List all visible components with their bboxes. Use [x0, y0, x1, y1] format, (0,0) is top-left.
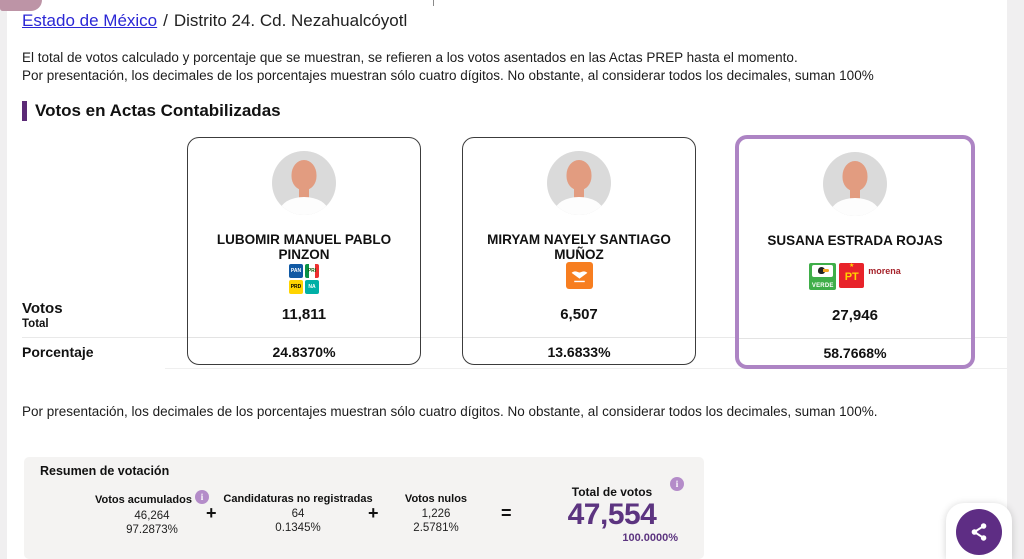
candidate-name: MIRYAM NAYELY SANTIAGO MUÑOZ: [487, 232, 671, 262]
section-header: Votos en Actas Contabilizadas: [22, 101, 281, 121]
equals-operator: =: [501, 503, 512, 523]
card-divider: [463, 337, 695, 338]
summary-item-value: 1,226: [421, 508, 451, 520]
avatar-neck: [850, 187, 860, 199]
pan-party-logo: PAN: [289, 264, 303, 278]
nueva-alianza-party-logo: NA: [305, 280, 319, 294]
total-label-text: Total de votos: [571, 485, 653, 499]
right-gutter: [1007, 0, 1024, 559]
plus-operator: +: [368, 503, 379, 523]
total-label: Total de votos i: [544, 477, 684, 499]
section-accent-bar: [22, 101, 27, 121]
breadcrumb-link-estado-de-mexico[interactable]: Estado de México: [22, 11, 158, 30]
vote-summary-panel: Resumen de votación Votos acumulados i 46…: [24, 457, 704, 559]
avatar-torso: [555, 197, 603, 215]
coalition-logos: PAN PRI PRD NA: [188, 262, 420, 294]
avatar-neck: [299, 186, 309, 198]
candidate-name: SUSANA ESTRADA ROJAS: [767, 233, 943, 248]
prd-party-logo: PRD: [289, 280, 303, 294]
intro-line-1: El total de votos calculado y porcentaje…: [22, 50, 798, 65]
row-label-votos: Votos: [22, 300, 63, 317]
candidate-name: LUBOMIR MANUEL PABLO PINZON: [216, 232, 392, 262]
info-icon[interactable]: i: [670, 477, 684, 491]
plus-operator: +: [206, 503, 217, 523]
percentage-value: 58.7668%: [823, 345, 887, 361]
summary-item-percentage: 2.5781%: [413, 522, 459, 534]
summary-title: Resumen de votación: [40, 464, 170, 478]
coalition-logos: [463, 262, 695, 289]
coalition-logo-grid: PAN PRI PRD NA: [289, 264, 319, 294]
candidate-card-winner: SUSANA ESTRADA ROJAS VERDE ★ PT morena 2…: [735, 135, 975, 369]
candidate-avatar: [547, 151, 611, 215]
decimals-note: Por presentación, los decimales de los p…: [22, 404, 878, 419]
summary-item-percentage: 0.1345%: [275, 522, 321, 534]
candidate-avatar: [272, 151, 336, 215]
movimiento-ciudadano-party-logo: [565, 262, 593, 289]
pt-wordmark: PT: [844, 271, 859, 283]
avatar-head: [291, 160, 317, 190]
total-votes-percentage: 100.0000%: [622, 532, 678, 544]
share-widget: [946, 503, 1012, 559]
summary-item-label: Votos nulos: [404, 493, 468, 505]
pri-party-logo: PRI: [305, 264, 319, 278]
summary-item-value: 64: [291, 508, 305, 520]
top-cutoff-element: [0, 0, 42, 11]
scroll-artifact-line: [433, 0, 434, 6]
morena-party-logo: morena: [868, 266, 901, 276]
summary-item-percentage: 97.2873%: [126, 524, 178, 536]
share-button[interactable]: [956, 509, 1002, 555]
info-icon[interactable]: i: [194, 490, 209, 504]
coalition-logos: VERDE ★ PT morena: [739, 263, 971, 290]
row-label-total: Total: [22, 318, 49, 330]
avatar-torso: [831, 198, 879, 216]
avatar-torso: [280, 197, 328, 215]
left-gutter: [0, 0, 7, 559]
mc-eagle-icon: [571, 271, 587, 283]
intro-text: El total de votos calculado y porcentaje…: [22, 49, 874, 84]
summary-item-value: 46,264: [134, 510, 170, 522]
avatar-neck: [574, 186, 584, 198]
percentage-row-divider: [165, 368, 1007, 369]
pt-party-logo: ★ PT: [839, 263, 865, 288]
percentage-value: 13.6833%: [547, 344, 611, 360]
verde-toucan-beak: [823, 269, 830, 272]
votes-value: 6,507: [560, 306, 598, 323]
votes-value: 27,946: [832, 307, 878, 324]
summary-item-votos-nulos: Votos nulos 1,226 2.5781%: [381, 493, 491, 534]
total-votes-value: 47,554: [567, 498, 657, 531]
breadcrumb-current: Distrito 24. Cd. Nezahualcóyotl: [173, 11, 408, 30]
partido-verde-party-logo: VERDE: [809, 263, 837, 290]
breadcrumb-separator: /: [163, 11, 168, 30]
summary-item-votos-acumulados: Votos acumulados i 46,264 97.2873%: [67, 490, 237, 536]
row-label-porcentaje: Porcentaje: [22, 344, 94, 360]
candidate-card: MIRYAM NAYELY SANTIAGO MUÑOZ 6,507 13.68…: [462, 137, 696, 365]
breadcrumb: Estado de México / Distrito 24. Cd. Nezahu…: [22, 11, 407, 31]
votes-value: 11,811: [281, 306, 327, 323]
card-divider: [739, 338, 971, 339]
summary-total: Total de votos i 47,554 100.0000%: [544, 477, 684, 544]
verde-wordmark: VERDE: [811, 283, 834, 289]
summary-item-label-text: Votos acumulados: [95, 493, 192, 506]
summary-item-candidaturas-no-registradas: Candidaturas no registradas 64 0.1345%: [218, 493, 378, 534]
card-divider: [188, 337, 420, 338]
verde-toucan-icon: [818, 267, 826, 274]
pt-star-icon: ★: [849, 263, 855, 269]
summary-item-label: Votos acumulados i: [67, 490, 237, 507]
avatar-head: [566, 160, 592, 190]
avatar-head: [842, 161, 868, 191]
percentage-value: 24.8370%: [272, 344, 336, 360]
summary-item-label: Candidaturas no registradas: [223, 493, 373, 505]
candidate-avatar: [823, 152, 887, 216]
intro-line-2: Por presentación, los decimales de los p…: [22, 67, 874, 83]
candidate-card: LUBOMIR MANUEL PABLO PINZON PAN PRI PRD …: [187, 137, 421, 365]
share-icon: [971, 523, 987, 541]
section-title: Votos en Actas Contabilizadas: [35, 101, 281, 120]
